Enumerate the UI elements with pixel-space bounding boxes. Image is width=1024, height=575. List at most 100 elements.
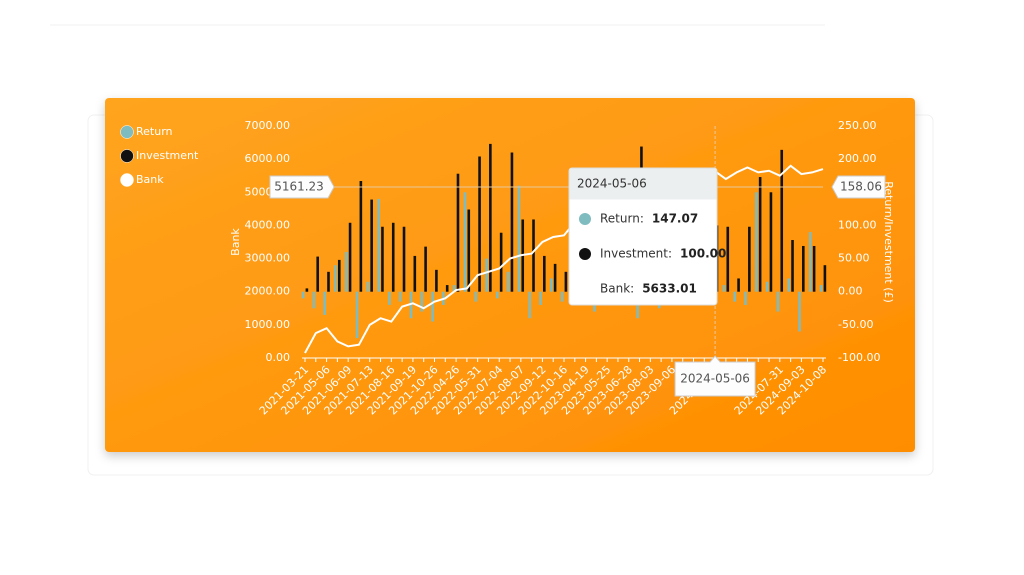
bar bbox=[564, 271, 568, 292]
bar bbox=[499, 232, 503, 292]
bar bbox=[391, 222, 395, 292]
crosshair-y2-label: 158.06 bbox=[840, 179, 882, 193]
tooltip-value: 100.00 bbox=[680, 247, 726, 261]
y2-tick-label: 100.00 bbox=[838, 218, 877, 231]
tooltip-title: 2024-05-06 bbox=[577, 177, 647, 191]
crosshair-x-label: 2024-05-06 bbox=[680, 372, 750, 386]
bar bbox=[809, 232, 812, 292]
legend-label: Bank bbox=[136, 173, 164, 186]
bar bbox=[301, 291, 305, 299]
bar bbox=[528, 291, 532, 319]
y-tick-label: 7000.00 bbox=[245, 119, 291, 132]
legend-swatch bbox=[120, 173, 134, 187]
tooltip-value: 147.07 bbox=[652, 212, 698, 226]
bar bbox=[812, 245, 816, 292]
bar bbox=[560, 291, 564, 302]
bar bbox=[489, 143, 492, 292]
y2-tick-label: 250.00 bbox=[838, 119, 877, 132]
bar bbox=[359, 181, 363, 292]
bar bbox=[305, 288, 309, 292]
bar bbox=[420, 291, 424, 312]
bar bbox=[370, 199, 373, 292]
bar bbox=[496, 291, 499, 299]
crosshair-y-label: 5161.23 bbox=[274, 179, 324, 193]
y2-tick-label: 200.00 bbox=[838, 152, 877, 165]
tooltip bbox=[568, 167, 718, 306]
y-tick-label: 1000.00 bbox=[245, 318, 291, 331]
bar bbox=[722, 285, 726, 292]
bar bbox=[348, 222, 352, 292]
bar bbox=[463, 192, 467, 292]
bar bbox=[377, 198, 380, 292]
bar bbox=[791, 240, 794, 292]
tooltip-header bbox=[569, 168, 717, 200]
bar bbox=[819, 285, 823, 292]
bar bbox=[409, 291, 413, 319]
y2-tick-label: -100.00 bbox=[838, 351, 880, 364]
bar bbox=[452, 285, 456, 292]
bar bbox=[381, 226, 384, 292]
bar bbox=[780, 149, 784, 292]
y-tick-label: 4000.00 bbox=[245, 218, 291, 231]
bar bbox=[467, 209, 471, 292]
legend-label: Investment bbox=[136, 149, 199, 162]
bar bbox=[366, 281, 370, 292]
y-tick-label: 6000.00 bbox=[245, 152, 291, 165]
tooltip-swatch bbox=[579, 248, 591, 260]
bar bbox=[787, 278, 791, 292]
bar bbox=[798, 291, 801, 332]
bar bbox=[424, 246, 427, 292]
legend-label: Return bbox=[136, 125, 173, 138]
bar bbox=[543, 255, 546, 292]
bar bbox=[474, 291, 478, 302]
tooltip-value: 5633.01 bbox=[642, 282, 697, 296]
bar bbox=[733, 291, 737, 302]
y-tick-label: 2000.00 bbox=[245, 285, 291, 298]
tooltip-name: Investment: bbox=[600, 247, 672, 261]
bar bbox=[344, 251, 348, 292]
y2-tick-label: 0.00 bbox=[838, 285, 863, 298]
bar bbox=[388, 291, 391, 305]
bar bbox=[413, 255, 417, 292]
legend-swatch bbox=[120, 149, 134, 163]
bar bbox=[312, 291, 316, 309]
tooltip-swatch bbox=[579, 213, 591, 225]
bar bbox=[553, 263, 557, 292]
bar bbox=[769, 192, 773, 292]
bar bbox=[337, 259, 341, 292]
bar bbox=[456, 173, 460, 292]
y2-axis-title: Return/Investment (£) bbox=[882, 181, 895, 303]
bar bbox=[532, 219, 535, 292]
bar bbox=[323, 291, 326, 315]
bar bbox=[478, 156, 481, 292]
bar bbox=[485, 258, 488, 292]
bar bbox=[539, 291, 542, 305]
bar bbox=[510, 152, 514, 292]
bar bbox=[758, 177, 762, 292]
crosshair-y2-box bbox=[831, 175, 886, 199]
tooltip-swatch bbox=[579, 283, 591, 295]
bar bbox=[776, 291, 780, 312]
y2-tick-label: 50.00 bbox=[838, 252, 870, 265]
bar bbox=[398, 291, 402, 302]
bar bbox=[726, 226, 730, 292]
crosshair-y-box bbox=[269, 175, 335, 199]
bar bbox=[744, 291, 747, 305]
y-tick-label: 3000.00 bbox=[245, 252, 291, 265]
bar bbox=[765, 281, 769, 292]
bar bbox=[402, 226, 406, 292]
bar bbox=[431, 291, 434, 322]
bar bbox=[327, 271, 330, 292]
bar bbox=[506, 271, 510, 292]
bar bbox=[355, 291, 359, 339]
y-axis-title: Bank bbox=[229, 228, 242, 256]
bar bbox=[550, 278, 553, 292]
bar bbox=[748, 226, 751, 292]
y2-tick-label: -50.00 bbox=[838, 318, 873, 331]
legend-swatch bbox=[120, 125, 134, 139]
bar bbox=[445, 285, 449, 292]
tooltip-name: Bank: bbox=[600, 282, 634, 296]
line bbox=[304, 164, 824, 354]
